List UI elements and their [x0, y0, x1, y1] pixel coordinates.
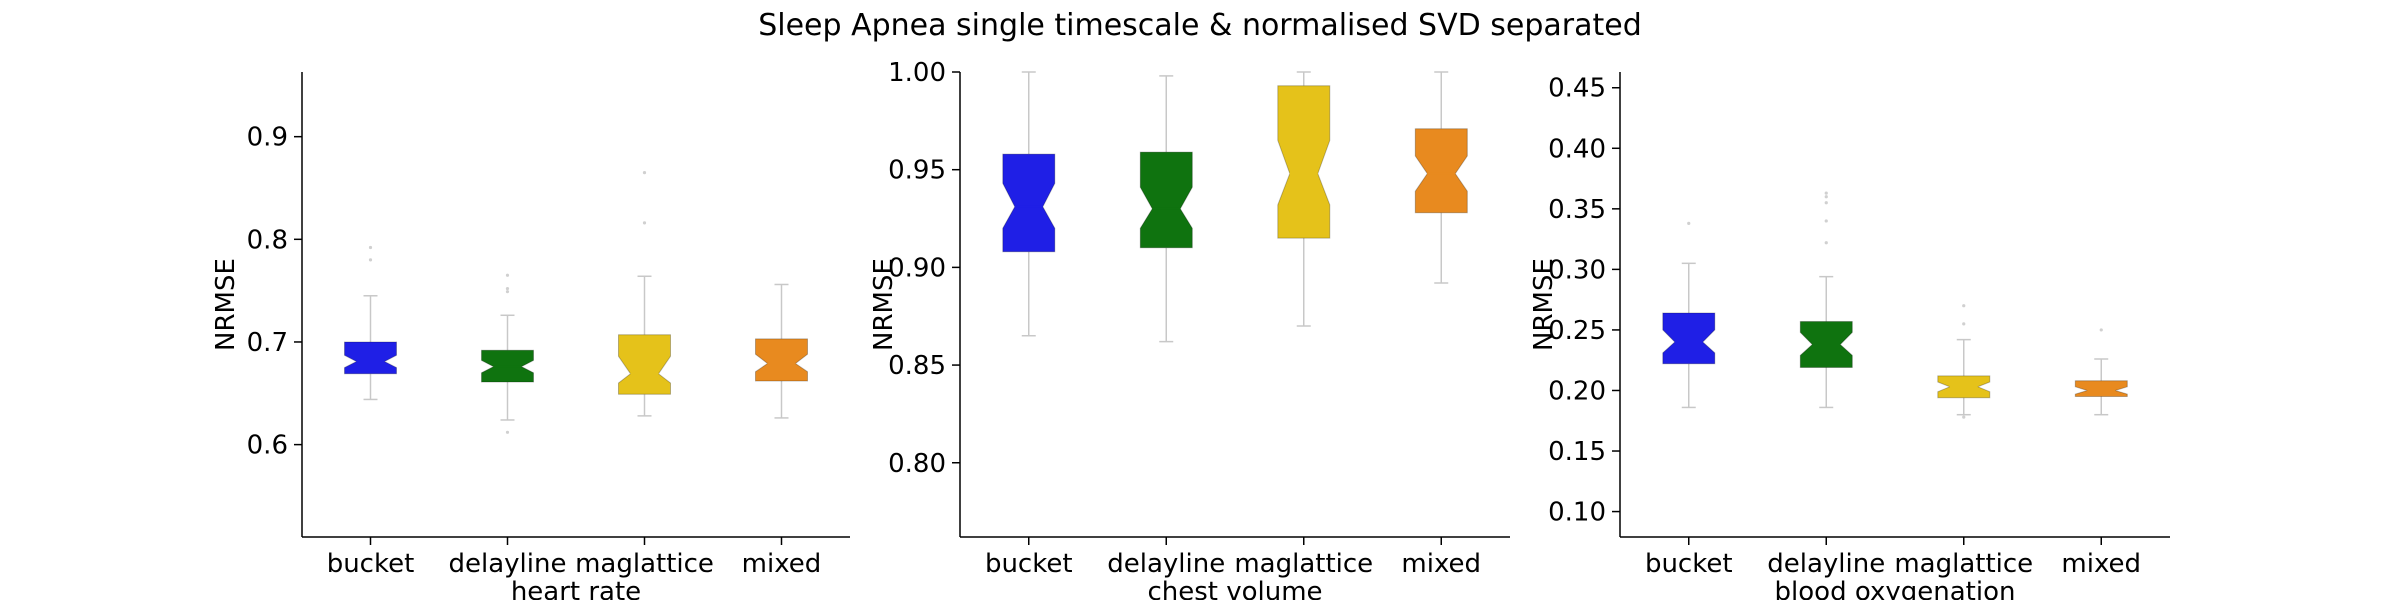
y-tick-label: 0.90 — [888, 253, 946, 283]
box-body — [1002, 153, 1056, 253]
y-tick-label: 0.8 — [247, 225, 288, 255]
box-mixed — [755, 283, 808, 419]
y-tick-label: 0.45 — [1548, 74, 1606, 104]
outlier-point — [1824, 191, 1828, 195]
box-bucket — [1662, 221, 1716, 409]
y-tick-label: 0.15 — [1548, 437, 1606, 467]
outlier-point — [505, 286, 510, 291]
x-tick-label: bucket — [1645, 549, 1733, 579]
x-tick-label: mixed — [2061, 549, 2141, 579]
x-tick-label: delayline — [449, 549, 567, 579]
outlier-point — [1687, 221, 1691, 225]
box-body — [1414, 128, 1468, 214]
x-tick-label: maglattice — [1234, 549, 1373, 579]
box-body — [1277, 85, 1331, 239]
x-tick-label: mixed — [742, 549, 822, 579]
y-tick-label: 0.80 — [888, 449, 946, 479]
y-tick-label: 0.7 — [247, 328, 288, 358]
y-axis-label: NRMSE — [869, 258, 899, 351]
x-tick-label: bucket — [327, 549, 415, 579]
box-body — [344, 341, 397, 375]
y-tick-label: 0.85 — [888, 351, 946, 381]
x-tick-label: delayline — [1767, 549, 1885, 579]
y-tick-label: 0.95 — [888, 156, 946, 186]
x-tick-label: mixed — [1401, 549, 1481, 579]
box-maglattice — [1277, 71, 1331, 327]
outlier-point — [1824, 195, 1828, 199]
box-bucket — [344, 245, 397, 401]
box-body — [618, 334, 671, 395]
box-body — [2074, 380, 2128, 397]
x-tick-label: delayline — [1107, 549, 1225, 579]
outlier-point — [505, 430, 510, 434]
outlier-point — [368, 258, 373, 262]
outlier-point — [1962, 304, 1966, 308]
x-axis-label: chest volume — [1147, 577, 1322, 600]
y-tick-label: 0.6 — [247, 431, 288, 461]
box-bucket — [1002, 71, 1056, 337]
x-tick-label: maglattice — [575, 549, 714, 579]
outlier-point — [1824, 219, 1828, 223]
chart-panel-1: 0.6 0.7 0.8 0.9 NRMSE bucket delayline maglatti… — [211, 72, 850, 605]
outlier-point — [1824, 241, 1828, 245]
chart-panel-2: 0.80 0.85 0.90 0.95 1.00 NRMSE bucket delayline… — [869, 58, 1510, 605]
box-delayline — [481, 273, 534, 434]
x-axis-label: heart rate — [511, 577, 641, 600]
box-delayline — [1799, 191, 1853, 409]
y-tick-label: 0.20 — [1548, 376, 1606, 406]
outlier-point — [505, 273, 510, 277]
y-tick-label: 0.9 — [247, 123, 288, 153]
box-mixed — [2074, 328, 2128, 416]
box-body — [755, 338, 808, 382]
y-tick-label: 1.00 — [888, 58, 946, 88]
box-body — [1662, 312, 1716, 365]
box-maglattice — [618, 170, 671, 417]
y-tick-label: 0.10 — [1548, 498, 1606, 528]
box-mixed — [1414, 71, 1468, 284]
figure-title: Sleep Apnea single timescale & normalise… — [758, 8, 1642, 43]
box-delayline — [1139, 75, 1193, 343]
y-tick-label: 0.35 — [1548, 195, 1606, 225]
y-tick-label: 0.30 — [1548, 255, 1606, 285]
x-axis-label: blood oxygenation — [1775, 577, 2016, 600]
chart-panel-3: 0.10 0.15 0.20 0.25 0.30 0.35 0.40 0.45 NRMSE buc… — [1529, 72, 2170, 605]
y-tick-label: 0.40 — [1548, 134, 1606, 164]
outlier-point — [1962, 322, 1966, 326]
x-tick-label: bucket — [985, 549, 1073, 579]
y-tick-label: 0.25 — [1548, 316, 1606, 346]
outlier-point — [2099, 328, 2103, 332]
outlier-point — [1824, 201, 1828, 205]
outlier-point — [642, 221, 647, 225]
outlier-point — [368, 245, 373, 250]
outlier-point — [505, 290, 510, 294]
outlier-point — [642, 170, 647, 175]
y-axis-label: NRMSE — [211, 258, 241, 351]
box-body — [1139, 151, 1193, 249]
outlier-point — [1962, 415, 1966, 419]
x-tick-label: maglattice — [1894, 549, 2033, 579]
y-axis-label: NRMSE — [1529, 258, 1559, 351]
box-maglattice — [1937, 304, 1991, 419]
